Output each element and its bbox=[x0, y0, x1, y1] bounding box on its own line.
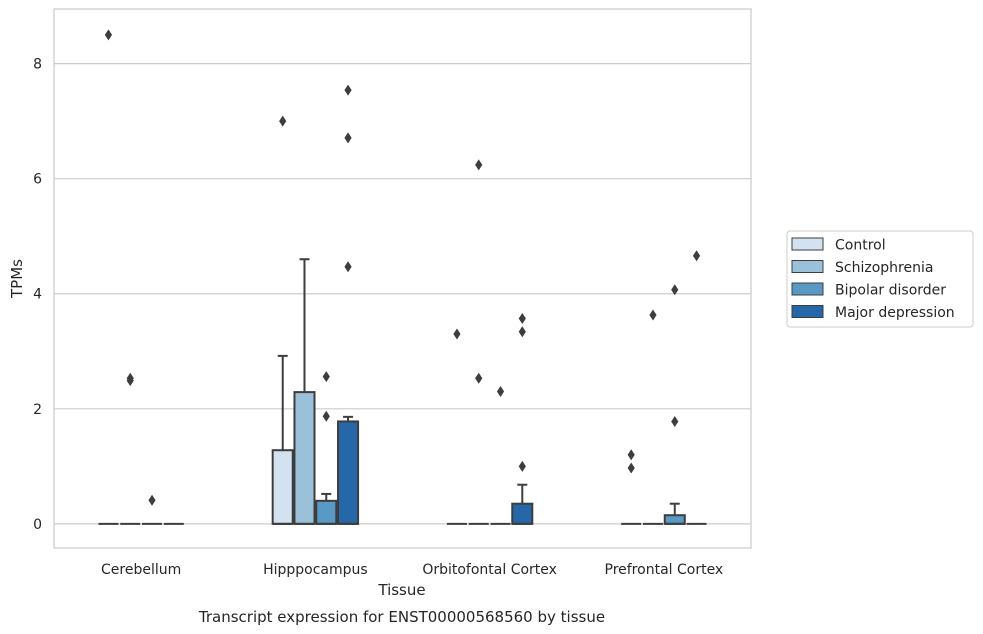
outlier-point bbox=[671, 284, 679, 296]
y-tick-label: 8 bbox=[33, 57, 42, 73]
box-bipolar-disorder bbox=[663, 284, 686, 525]
box-bipolar-disorder bbox=[490, 386, 511, 525]
box-body bbox=[663, 514, 686, 525]
outlier-point bbox=[475, 159, 483, 171]
box-schizophrenia bbox=[642, 309, 664, 525]
legend-label: Schizophrenia bbox=[835, 260, 933, 276]
outlier-point bbox=[518, 460, 526, 472]
outlier-point bbox=[453, 328, 461, 340]
legend-label: Bipolar disorder bbox=[835, 283, 946, 299]
legend-label: Major depression bbox=[835, 305, 955, 321]
x-tick-labels: Cerebellum Hipppocampus Orbitofontal Corte… bbox=[101, 562, 723, 578]
box-bipolar-disorder bbox=[141, 494, 163, 525]
outlier-point bbox=[518, 312, 526, 324]
box-major-depression bbox=[337, 84, 360, 525]
outlier-point bbox=[671, 415, 679, 427]
box-schizophrenia bbox=[468, 159, 489, 525]
y-tick-label: 6 bbox=[33, 172, 42, 188]
outlier-point bbox=[279, 115, 287, 127]
legend: Control Schizophrenia Bipolar disorder Majo… bbox=[786, 230, 974, 328]
x-tick-label: Prefrontal Cortex bbox=[605, 562, 724, 578]
box-schizophrenia bbox=[120, 372, 141, 525]
legend-swatch bbox=[791, 305, 824, 318]
box-body bbox=[337, 420, 360, 525]
outlier-point bbox=[518, 326, 526, 338]
outlier-point bbox=[344, 261, 352, 273]
outlier-point bbox=[148, 494, 156, 506]
legend-swatch bbox=[791, 237, 824, 251]
outlier-point bbox=[649, 309, 657, 321]
y-tick-label: 0 bbox=[33, 517, 42, 533]
outlier-point bbox=[475, 372, 483, 384]
chart-caption: Transcript expression for ENST0000056856… bbox=[198, 608, 605, 626]
outlier-point bbox=[322, 410, 330, 422]
y-tick-label: 4 bbox=[33, 287, 42, 303]
x-tick-label: Orbitofontal Cortex bbox=[422, 562, 557, 578]
outlier-point bbox=[627, 449, 635, 461]
box-control bbox=[446, 328, 467, 525]
outlier-point bbox=[126, 375, 134, 387]
box-body bbox=[511, 502, 534, 525]
box-control bbox=[271, 115, 294, 525]
outlier-point bbox=[104, 29, 113, 41]
x-tick-label: Hipppocampus bbox=[263, 562, 368, 578]
outlier-point bbox=[344, 132, 352, 144]
plot-frame bbox=[53, 8, 752, 549]
box-schizophrenia bbox=[293, 258, 316, 525]
box-bipolar-disorder bbox=[315, 371, 338, 525]
outlier-point bbox=[322, 371, 330, 383]
outlier-point bbox=[692, 250, 701, 262]
box-body bbox=[271, 449, 294, 525]
y-tick-label: 2 bbox=[33, 402, 42, 418]
box-major-depression bbox=[511, 312, 534, 525]
y-gridlines bbox=[54, 63, 751, 525]
box-control bbox=[621, 449, 642, 525]
box-body bbox=[315, 499, 338, 525]
legend-label: Control bbox=[835, 238, 886, 254]
plot-marks bbox=[98, 29, 707, 525]
outlier-point bbox=[627, 462, 635, 474]
outlier-point bbox=[496, 386, 505, 398]
box-control bbox=[98, 29, 119, 525]
y-axis-label: TPMs bbox=[8, 259, 26, 299]
outlier-point bbox=[344, 84, 352, 96]
box-body bbox=[293, 391, 316, 525]
legend-swatch bbox=[791, 260, 824, 273]
box-major-depression bbox=[686, 250, 707, 525]
x-tick-label: Cerebellum bbox=[101, 562, 181, 578]
legend-box bbox=[786, 230, 974, 328]
x-axis-label: Tissue bbox=[377, 581, 425, 599]
y-tick-labels: 0 2 4 6 8 bbox=[33, 57, 42, 533]
legend-swatch bbox=[791, 282, 824, 296]
